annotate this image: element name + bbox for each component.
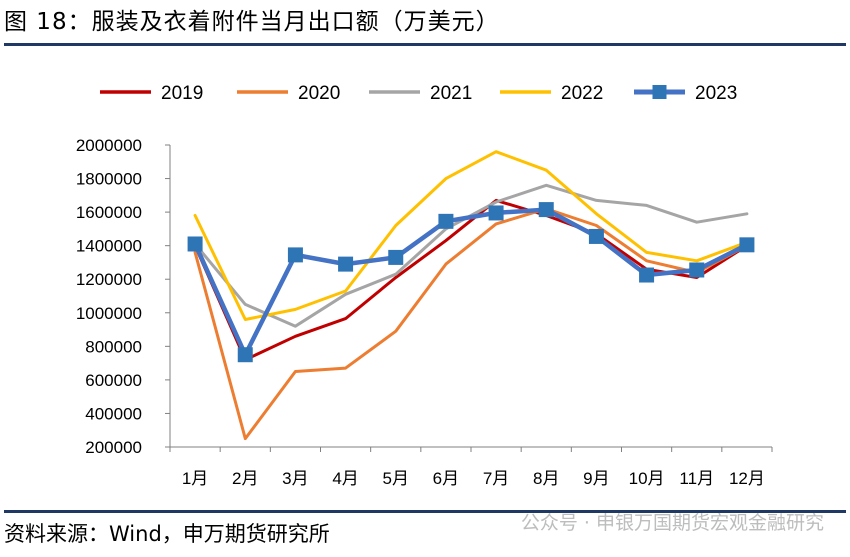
data-point-2023-6月: [438, 213, 454, 229]
x-tick-label: 2月: [232, 469, 258, 488]
legend-marker-2023: [652, 85, 667, 99]
legend-label-2021: 2021: [430, 83, 472, 104]
watermark: 公众号 · 申银万国期货宏观金融研究: [520, 512, 824, 534]
chart-title: 图 18：服装及衣着附件当月出口额（万美元）: [4, 9, 500, 35]
line-chart: 200000 400000 600000 800000 1000000 1200000 14…: [76, 83, 773, 488]
x-tick-label: 11月: [679, 469, 714, 488]
title-rule: [4, 43, 846, 46]
x-tick-label: 3月: [282, 469, 308, 488]
y-tick-label: 600000: [85, 371, 142, 390]
x-tick-label: 7月: [483, 469, 509, 488]
legend-label-2022: 2022: [561, 83, 603, 104]
y-tick-label: 1200000: [76, 270, 142, 289]
data-point-2023-12月: [739, 237, 755, 253]
y-tick-label: 1600000: [76, 203, 142, 222]
data-point-2023-3月: [287, 247, 303, 263]
y-tick-label: 1400000: [76, 237, 142, 256]
footer-rule: [4, 510, 846, 513]
x-tick-label: 9月: [583, 469, 609, 488]
data-point-2023-10月: [639, 267, 655, 283]
source-note: 资料来源：Wind，申万期货研究所: [4, 522, 330, 546]
y-tick-label: 800000: [85, 337, 142, 356]
data-point-2023-11月: [689, 262, 705, 278]
data-point-2023-9月: [588, 228, 604, 244]
y-tick-label: 1800000: [76, 170, 142, 189]
series-line-2022: [193, 150, 749, 321]
data-point-2023-7月: [488, 205, 504, 221]
legend-label-2020: 2020: [298, 83, 340, 104]
legend-label-2023: 2023: [695, 83, 737, 104]
x-tick-label: 12月: [729, 469, 765, 488]
x-tick-label: 1月: [182, 469, 208, 488]
data-point-2023-8月: [538, 202, 554, 218]
series-line-2020: [193, 207, 749, 441]
x-tick-label: 5月: [383, 469, 409, 488]
x-tick-label: 4月: [332, 469, 358, 488]
data-point-2023-4月: [338, 256, 354, 272]
series-line-2023: [192, 207, 750, 357]
y-tick-label: 400000: [85, 404, 142, 423]
y-tick-label: 2000000: [76, 136, 142, 155]
y-tick-label: 200000: [85, 438, 142, 457]
data-point-2023-2月: [237, 347, 253, 363]
x-tick-label: 6月: [433, 469, 459, 488]
series-line-2019: [193, 198, 749, 362]
x-tick-label: 8月: [533, 469, 559, 488]
data-point-2023-1月: [187, 236, 203, 252]
legend-label-2019: 2019: [161, 83, 203, 104]
y-tick-label: 1000000: [76, 304, 142, 323]
data-point-2023-5月: [388, 249, 404, 265]
x-tick-label: 10月: [629, 469, 665, 488]
